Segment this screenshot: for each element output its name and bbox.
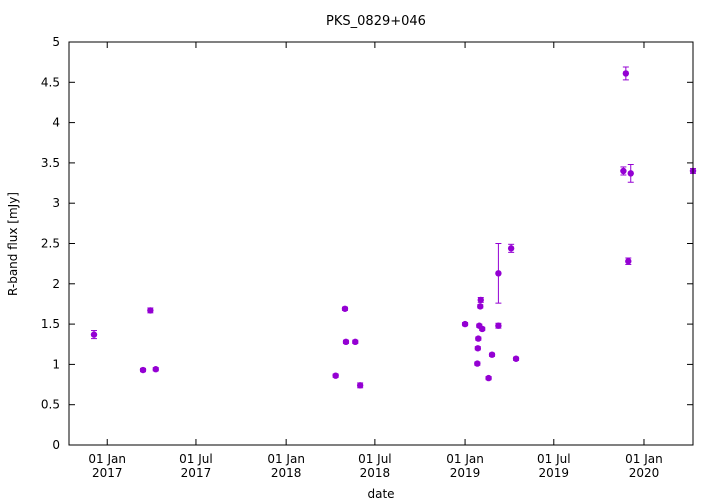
y-tick-label: 5 — [52, 35, 60, 49]
data-marker — [512, 355, 520, 362]
x-tick-label: 01 Jul — [537, 452, 571, 466]
y-tick-label: 4.5 — [41, 75, 60, 89]
data-marker — [152, 366, 159, 373]
plot-frame — [68, 41, 694, 446]
x-tick-label-year: 2020 — [629, 466, 660, 480]
data-marker — [139, 366, 147, 374]
data-point — [475, 335, 482, 342]
data-point — [512, 355, 520, 362]
x-tick-label-year: 2017 — [92, 466, 123, 480]
data-marker — [474, 360, 481, 367]
x-tick-label: 01 Jul — [358, 452, 392, 466]
y-tick-label: 3.5 — [41, 156, 60, 170]
x-tick-label: 01 Jul — [179, 452, 213, 466]
x-tick-label-year: 2019 — [539, 466, 570, 480]
data-marker — [475, 335, 482, 342]
y-tick-label: 0 — [52, 438, 60, 452]
data-point — [625, 257, 632, 265]
data-points — [90, 66, 697, 389]
data-point — [474, 360, 481, 367]
data-marker — [477, 303, 484, 310]
y-tick-label: 1 — [52, 357, 60, 371]
data-marker — [352, 338, 359, 346]
data-point — [147, 307, 154, 314]
data-point — [495, 322, 502, 329]
y-tick-label: 2.5 — [41, 237, 60, 251]
data-marker — [356, 382, 364, 389]
data-marker — [474, 345, 482, 352]
data-marker — [507, 245, 515, 252]
data-marker — [90, 331, 98, 338]
data-point — [477, 296, 484, 304]
data-marker — [625, 258, 632, 265]
data-point — [356, 382, 364, 389]
x-tick-label-year: 2018 — [360, 466, 391, 480]
y-tick-label: 2 — [52, 277, 60, 291]
x-tick-label: 01 Jan — [625, 452, 663, 466]
x-tick-label: 01 Jan — [446, 452, 484, 466]
data-marker — [332, 372, 339, 379]
x-tick-label-year: 2018 — [271, 466, 302, 480]
data-marker — [488, 351, 496, 358]
y-tick-label: 1.5 — [41, 317, 60, 331]
data-point — [488, 351, 496, 358]
data-point — [479, 325, 486, 333]
data-marker — [477, 296, 484, 304]
data-marker — [622, 70, 630, 77]
y-axis-title: R-band flux [mJy] — [6, 192, 20, 296]
data-point — [620, 166, 627, 176]
x-tick-label: 01 Jan — [88, 452, 126, 466]
data-point — [352, 338, 359, 346]
data-marker — [495, 322, 502, 329]
data-marker — [342, 338, 350, 346]
data-point — [627, 164, 634, 183]
data-point — [139, 366, 147, 374]
y-tick-label: 0.5 — [41, 398, 60, 412]
data-point — [477, 303, 484, 310]
data-marker — [341, 305, 349, 312]
y-tick-label: 4 — [52, 116, 60, 130]
data-marker — [495, 270, 502, 277]
y-tick-label: 3 — [52, 196, 60, 210]
data-marker — [461, 320, 469, 328]
data-point — [332, 372, 339, 379]
data-marker — [627, 170, 634, 177]
data-marker — [147, 307, 154, 314]
data-marker — [620, 167, 627, 175]
data-point — [485, 374, 492, 382]
data-point — [90, 330, 98, 340]
x-axis-title: date — [367, 487, 394, 501]
x-tick-label-year: 2017 — [181, 466, 212, 480]
data-point — [507, 243, 515, 253]
data-point — [474, 345, 482, 352]
data-point — [342, 338, 350, 346]
data-point — [622, 66, 630, 81]
data-point — [152, 366, 159, 373]
data-marker — [485, 374, 492, 382]
data-point — [495, 243, 502, 304]
x-tick-label: 01 Jan — [267, 452, 305, 466]
data-point — [341, 305, 349, 312]
data-marker — [479, 325, 486, 333]
y-axis: 0 0.5 1 1.5 2 2.5 3 3.5 4 4.5 5 — [41, 35, 693, 452]
data-point — [461, 320, 469, 328]
chart-title: PKS_0829+046 — [326, 14, 426, 29]
x-tick-label-year: 2019 — [450, 466, 481, 480]
